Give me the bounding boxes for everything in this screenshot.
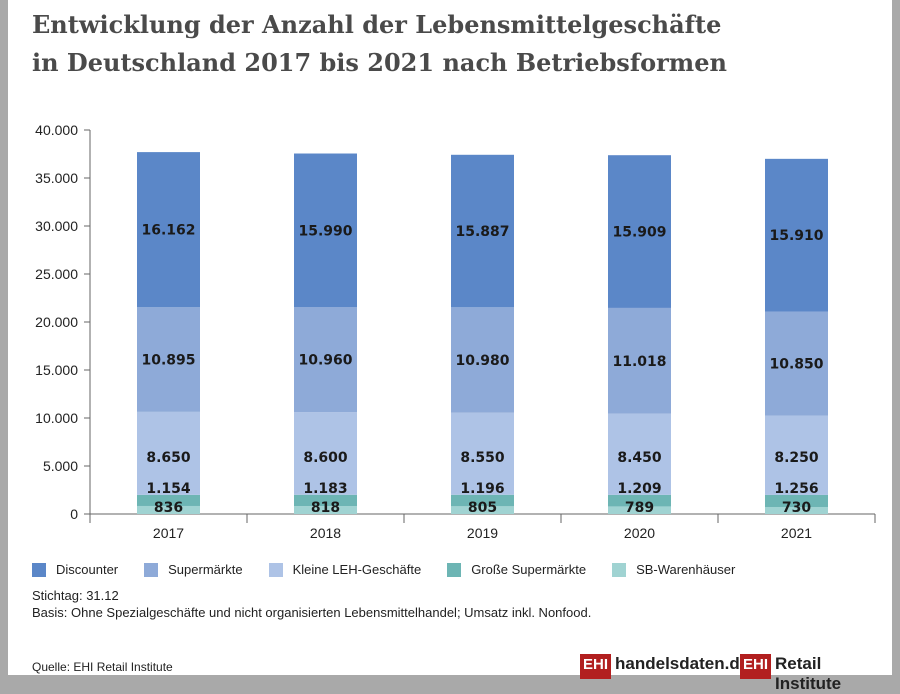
x-tick-label: 2018 bbox=[310, 525, 341, 541]
y-tick-label: 15.000 bbox=[35, 362, 78, 378]
data-label: 15.887 bbox=[455, 224, 509, 240]
page: Entwicklung der Anzahl der Lebensmittelg… bbox=[8, 0, 892, 693]
data-label: 1.196 bbox=[460, 481, 504, 497]
x-tick-label: 2019 bbox=[467, 525, 498, 541]
x-tick-label: 2017 bbox=[153, 525, 184, 541]
bar-segment bbox=[451, 494, 514, 507]
y-tick-label: 30.000 bbox=[35, 218, 78, 234]
data-label: 15.909 bbox=[612, 225, 666, 241]
y-tick-label: 35.000 bbox=[35, 170, 78, 186]
y-tick-label: 40.000 bbox=[35, 122, 78, 138]
stichtag-note: Stichtag: 31.12 bbox=[32, 588, 119, 603]
legend-item: Supermärkte bbox=[144, 562, 243, 577]
legend-item: Discounter bbox=[32, 562, 118, 577]
legend-swatch bbox=[32, 562, 46, 577]
data-label: 16.162 bbox=[141, 223, 195, 239]
bar-segment bbox=[765, 494, 828, 507]
bar-segment bbox=[137, 411, 200, 495]
ehi-logo-box: EHI bbox=[580, 654, 612, 679]
bar-segment bbox=[137, 505, 200, 514]
legend-label: Discounter bbox=[56, 562, 119, 577]
x-tick-label: 2021 bbox=[781, 525, 812, 541]
bar-segment bbox=[765, 158, 828, 312]
legend-item: Kleine LEH-Geschäfte bbox=[268, 562, 422, 577]
data-label: 1.256 bbox=[774, 481, 818, 497]
y-tick-label: 25.000 bbox=[35, 266, 78, 282]
data-label: 8.650 bbox=[146, 450, 191, 466]
bar-segment bbox=[765, 506, 828, 514]
legend-item: SB-Warenhäuser bbox=[612, 562, 735, 577]
ehi-retail-logo: EHI Retail Institute bbox=[740, 654, 892, 694]
data-label: 10.895 bbox=[141, 353, 195, 369]
bar-segment bbox=[608, 307, 671, 414]
legend-label: SB-Warenhäuser bbox=[636, 562, 736, 577]
data-label: 15.910 bbox=[769, 228, 823, 244]
data-label: 818 bbox=[311, 500, 340, 516]
y-tick-label: 5.000 bbox=[43, 458, 78, 474]
bar-segment bbox=[294, 307, 357, 413]
bar-segment bbox=[608, 413, 671, 495]
data-label: 10.980 bbox=[455, 353, 509, 369]
data-label: 8.450 bbox=[617, 450, 662, 466]
legend-swatch bbox=[447, 562, 462, 577]
handelsdaten-logo: EHI handelsdaten.de bbox=[580, 654, 749, 679]
data-label: 1.154 bbox=[146, 481, 191, 497]
retail-institute-text: Retail Institute bbox=[775, 654, 842, 693]
bar-segment bbox=[608, 506, 671, 514]
title-line-1: Entwicklung der Anzahl der Lebensmittelg… bbox=[32, 10, 722, 39]
source-note: Quelle: EHI Retail Institute bbox=[32, 660, 173, 674]
chart-title: Entwicklung der Anzahl der Lebensmittelg… bbox=[32, 6, 727, 82]
bar-segment bbox=[137, 494, 200, 506]
legend-label: Große Supermärkte bbox=[471, 562, 587, 577]
data-label: 10.960 bbox=[298, 353, 352, 369]
bar-segment bbox=[137, 152, 200, 308]
legend: Discounter Supermärkte Kleine LEH-Geschäft… bbox=[32, 562, 761, 577]
bar-segment bbox=[608, 155, 671, 308]
handelsdaten-text: handelsdaten.de bbox=[615, 654, 750, 673]
bar-segment bbox=[451, 412, 514, 495]
bar-segment bbox=[137, 307, 200, 412]
data-label: 836 bbox=[154, 500, 183, 516]
legend-swatch bbox=[612, 562, 627, 577]
basis-note: Basis: Ohne Spezialgeschäfte und nicht o… bbox=[32, 605, 592, 620]
ehi-logo-box: EHI bbox=[740, 654, 772, 679]
legend-swatch bbox=[144, 562, 159, 577]
x-tick-label: 2020 bbox=[624, 525, 655, 541]
legend-label: Kleine LEH-Geschäfte bbox=[292, 562, 422, 577]
y-tick-label: 10.000 bbox=[35, 410, 78, 426]
data-label: 8.600 bbox=[303, 450, 348, 466]
bar-segment bbox=[451, 506, 514, 514]
bar-segment bbox=[451, 154, 514, 308]
bar-segment bbox=[294, 494, 357, 507]
legend-swatch bbox=[268, 562, 283, 577]
data-label: 10.850 bbox=[769, 357, 823, 373]
bar-segment bbox=[608, 494, 671, 507]
data-label: 1.209 bbox=[617, 481, 661, 497]
data-label: 8.250 bbox=[774, 450, 819, 466]
bar-segment bbox=[765, 311, 828, 416]
legend-item: Große Supermärkte bbox=[447, 562, 586, 577]
legend-label: Supermärkte bbox=[168, 562, 243, 577]
bar-segment bbox=[294, 153, 357, 308]
bar-segment bbox=[451, 307, 514, 413]
y-tick-label: 0 bbox=[70, 506, 78, 522]
bar-segment bbox=[294, 506, 357, 514]
data-label: 805 bbox=[468, 500, 497, 516]
data-label: 15.990 bbox=[298, 223, 352, 239]
title-line-2: in Deutschland 2017 bis 2021 nach Betrie… bbox=[32, 48, 727, 77]
data-label: 1.183 bbox=[303, 481, 347, 497]
bar-segment bbox=[765, 415, 828, 495]
y-tick-label: 20.000 bbox=[35, 314, 78, 330]
data-label: 730 bbox=[782, 500, 811, 516]
data-label: 11.018 bbox=[612, 354, 666, 370]
bar-segment bbox=[294, 412, 357, 495]
data-label: 789 bbox=[625, 500, 654, 516]
stacked-bar-chart: 0 5.000 10.000 15.000 20.000 25.000 30.000 35.0… bbox=[35, 122, 876, 541]
data-label: 8.550 bbox=[460, 450, 505, 466]
